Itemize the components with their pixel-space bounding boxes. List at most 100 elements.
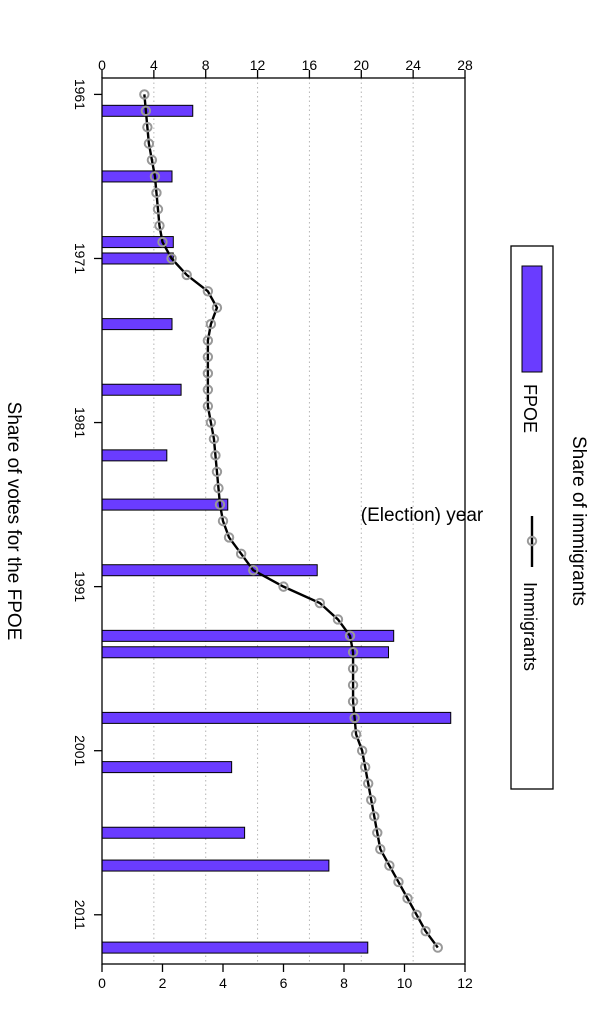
y-left-tick-label: 28 [457, 57, 473, 73]
immigrants-point [202, 335, 214, 346]
immigrants-point [151, 187, 162, 199]
immigrants-point [332, 614, 344, 625]
immigrants-series [139, 89, 443, 953]
immigrants-point [411, 909, 422, 920]
x-tick-label: 2011 [72, 900, 88, 930]
immigrants-point [347, 663, 359, 674]
immigrants-point [314, 597, 325, 609]
immigrants-point [214, 499, 226, 510]
bar-fpoe [101, 941, 369, 954]
y-right-tick-label: 10 [397, 975, 413, 991]
y-left-tick-label: 24 [405, 57, 421, 73]
bar-fpoe [101, 564, 318, 577]
immigrants-point [154, 220, 165, 231]
y-left-tick-label: 20 [353, 57, 369, 73]
bar-fpoe [101, 449, 168, 462]
legend-label-fpoe: FPOE [520, 384, 540, 433]
legend-swatch-fpoe [521, 265, 543, 373]
bar-fpoe [101, 383, 182, 396]
legend-box [510, 245, 554, 790]
y-right-tick-label: 6 [280, 975, 288, 991]
immigrants-point [384, 860, 395, 871]
bar-fpoe [101, 498, 229, 511]
x-tick-label: 1991 [72, 571, 88, 602]
immigrants-point [146, 154, 158, 166]
x-axis: 1961 1971 1981 1991 2001 2011 [72, 79, 102, 930]
immigrants-point [142, 122, 153, 133]
immigrants-point [349, 712, 360, 724]
immigrants-point [202, 368, 214, 379]
immigrants-point [235, 548, 247, 560]
bar-fpoe [101, 826, 246, 839]
immigrants-point [350, 729, 362, 740]
x-tick-label: 2001 [72, 735, 88, 766]
immigrants-point [140, 105, 152, 117]
immigrants-point [432, 942, 443, 953]
immigrants-point [420, 925, 431, 937]
y-axis-left: 0 4 8 12 16 20 24 28 [98, 57, 473, 78]
bar-fpoe [101, 761, 233, 774]
bar-fpoe [101, 711, 452, 724]
immigrants-point [217, 515, 229, 527]
immigrants-point [202, 351, 214, 363]
bar-fpoe [101, 859, 330, 872]
immigrants-point [211, 302, 223, 313]
bar-fpoe [101, 170, 173, 183]
immigrants-point [166, 253, 177, 264]
y-right-tick-label: 2 [159, 975, 167, 991]
immigrants-point [347, 696, 359, 707]
immigrants-point [248, 565, 259, 576]
immigrants-point [356, 745, 368, 756]
y-right-tick-label: 12 [457, 975, 473, 991]
x-axis-title: (Election) year [361, 505, 484, 526]
immigrants-point [202, 286, 214, 297]
y-axis-left-title: Share of votes for the FPOE [3, 402, 24, 641]
y-left-tick-label: 4 [150, 57, 158, 73]
immigrants-point [223, 532, 235, 543]
immigrants-point [213, 482, 224, 494]
x-tick-label: 1971 [72, 243, 88, 274]
immigrants-point [181, 269, 192, 281]
x-tick-label: 1961 [72, 79, 88, 110]
y-axis-right-title: Share of immigrants [568, 436, 589, 606]
immigrants-point [344, 630, 356, 642]
immigrants-point [211, 466, 223, 477]
immigrants-point [372, 827, 383, 838]
immigrants-point [157, 236, 168, 248]
immigrants-point [362, 778, 374, 789]
y-left-tick-label: 8 [202, 57, 210, 73]
y-right-tick-label: 4 [219, 975, 227, 991]
immigrants-point [208, 433, 220, 445]
x-tick-label: 1981 [72, 407, 88, 438]
immigrants-line [143, 94, 439, 949]
immigrants-point [359, 761, 371, 773]
y-right-tick-label: 8 [340, 975, 348, 991]
immigrants-point [149, 171, 161, 182]
immigrants-point [210, 450, 221, 461]
grid-lines [153, 78, 414, 964]
y-left-tick-label: 16 [302, 57, 318, 73]
immigrants-point [139, 89, 150, 100]
immigrants-point [202, 400, 214, 412]
bar-fpoe [101, 318, 173, 331]
immigrants-point [393, 876, 404, 888]
immigrants-point [402, 893, 413, 904]
immigrants-point [152, 204, 164, 215]
legend-marker-immigrants [526, 535, 538, 547]
legend-label-immigrants: Immigrants [520, 582, 540, 671]
y-left-tick-label: 12 [250, 57, 266, 73]
legend: FPOE Immigrants [510, 245, 554, 790]
bar-fpoe [101, 252, 174, 265]
immigrants-point [369, 811, 380, 822]
immigrants-point [143, 138, 155, 149]
immigrants-point [205, 417, 217, 428]
immigrants-point [278, 581, 289, 592]
immigrants-point [205, 318, 217, 330]
immigrants-point [375, 843, 386, 855]
immigrants-point [347, 679, 359, 691]
bar-fpoe [101, 646, 390, 659]
immigrants-point [347, 647, 359, 658]
immigrants-point [366, 794, 377, 806]
